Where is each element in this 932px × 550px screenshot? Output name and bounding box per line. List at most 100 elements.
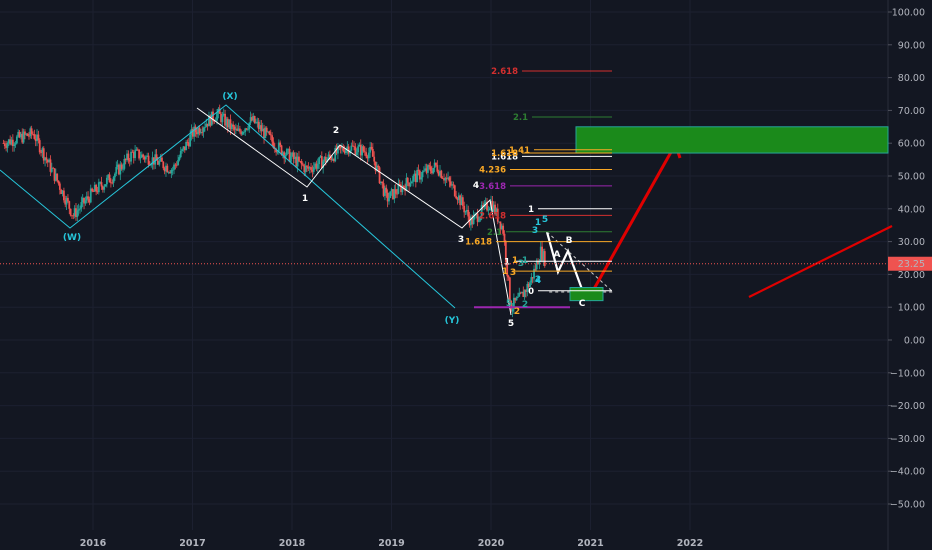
candle-body bbox=[413, 173, 416, 177]
wave-label: 1 bbox=[512, 256, 518, 266]
wave-label: 1 bbox=[302, 194, 308, 204]
candle-body bbox=[134, 150, 136, 159]
candle-body bbox=[543, 251, 546, 266]
abc-triangle[interactable] bbox=[546, 231, 615, 293]
candle-body bbox=[487, 209, 490, 211]
candle-body bbox=[135, 149, 138, 151]
candle-body bbox=[89, 188, 92, 203]
fib-levels[interactable]: 2.6182.11.6181.6181.414.2363.61812.6182.… bbox=[465, 67, 612, 297]
candle-body bbox=[84, 200, 87, 204]
candle-body bbox=[65, 197, 68, 205]
candle-body bbox=[259, 125, 261, 129]
candle-body bbox=[75, 208, 77, 218]
candle-body bbox=[128, 160, 131, 162]
candle-body bbox=[69, 208, 72, 216]
candle-body bbox=[447, 177, 449, 179]
candle-body bbox=[53, 168, 56, 181]
candle-body bbox=[115, 167, 118, 174]
fib-level-label: 1.618 bbox=[491, 149, 518, 159]
candle-body bbox=[267, 131, 269, 133]
time-tick-label: 2016 bbox=[80, 538, 107, 549]
candle-body bbox=[381, 181, 384, 184]
candle-body bbox=[120, 164, 123, 169]
candle-body bbox=[140, 154, 143, 158]
candle-body bbox=[163, 168, 166, 172]
price-tick-label: −30.00 bbox=[890, 434, 925, 445]
price-axis[interactable]: 100.00 90.00 80.00 70.00 60.00 50.00 40.00 30.0… bbox=[888, 8, 925, 511]
impulse-wave-line[interactable] bbox=[196, 107, 512, 316]
candle-body bbox=[158, 161, 161, 165]
candle-body bbox=[515, 297, 518, 301]
time-axis[interactable]: 2016 2017 2018 2019 2020 2021 2022 bbox=[80, 538, 703, 549]
candle-body bbox=[377, 165, 380, 168]
candle-body bbox=[476, 213, 479, 222]
time-tick-label: 2018 bbox=[279, 538, 306, 549]
wxy-wave-line[interactable] bbox=[0, 104, 456, 309]
time-tick-label: 2022 bbox=[677, 538, 703, 549]
candle-body bbox=[341, 147, 343, 149]
candle-body bbox=[130, 151, 132, 162]
candle-body bbox=[388, 197, 390, 202]
candle-body bbox=[323, 156, 326, 162]
candle-body bbox=[173, 164, 175, 170]
candle-body bbox=[541, 246, 543, 261]
candle-body bbox=[339, 145, 342, 149]
candle-body bbox=[436, 165, 439, 172]
price-tick-label: 30.00 bbox=[898, 237, 925, 248]
candle-body bbox=[136, 149, 139, 151]
candle-body bbox=[355, 152, 358, 155]
candle-body bbox=[427, 165, 429, 173]
candle-body bbox=[171, 169, 174, 171]
candle-body bbox=[162, 161, 165, 169]
candle-body bbox=[518, 292, 521, 297]
candle-body bbox=[233, 126, 236, 130]
candle-body bbox=[46, 159, 49, 163]
candle-body bbox=[280, 145, 283, 155]
candle-body bbox=[26, 133, 29, 136]
candle-body bbox=[459, 195, 462, 206]
candle-body bbox=[279, 142, 282, 146]
candle-body bbox=[537, 260, 539, 265]
candle-body bbox=[178, 157, 181, 161]
candle-body bbox=[534, 268, 537, 270]
candle-body bbox=[345, 148, 347, 154]
candle-body bbox=[318, 157, 321, 165]
candle-body bbox=[56, 173, 59, 181]
candle-body bbox=[93, 184, 96, 192]
candle-body bbox=[384, 187, 386, 196]
candle-body bbox=[365, 152, 368, 157]
candle-body bbox=[420, 177, 423, 180]
target-zone[interactable] bbox=[575, 126, 889, 154]
candle-body bbox=[512, 297, 515, 309]
trend-line[interactable] bbox=[748, 225, 893, 298]
candle-body bbox=[367, 152, 370, 159]
target-zone[interactable] bbox=[569, 287, 604, 302]
candle-body bbox=[97, 182, 100, 193]
candle-body bbox=[142, 154, 145, 157]
candle-body bbox=[521, 291, 523, 294]
candle-body bbox=[412, 176, 415, 182]
candle-body bbox=[108, 174, 111, 183]
candle-body bbox=[441, 177, 444, 179]
candle-body bbox=[6, 143, 9, 148]
wave-label: 1 bbox=[522, 256, 528, 266]
candle-body bbox=[95, 184, 98, 192]
candle-body bbox=[425, 168, 428, 173]
wave-label: 2 bbox=[514, 307, 520, 317]
candle-body bbox=[386, 192, 389, 202]
candle-body bbox=[385, 187, 388, 193]
candle-body bbox=[44, 157, 46, 161]
candle-body bbox=[34, 138, 37, 142]
candle-body bbox=[405, 177, 408, 191]
candle-body bbox=[48, 159, 51, 163]
candle-body bbox=[67, 197, 69, 202]
last-price-label: 23.25 bbox=[898, 259, 925, 270]
candle-body bbox=[151, 157, 154, 165]
candle-body bbox=[62, 190, 65, 201]
candle-body bbox=[499, 221, 502, 230]
candle-body bbox=[269, 134, 272, 136]
wave-label: 3 bbox=[458, 235, 464, 245]
candle-body bbox=[123, 158, 126, 169]
candle-body bbox=[285, 149, 288, 155]
